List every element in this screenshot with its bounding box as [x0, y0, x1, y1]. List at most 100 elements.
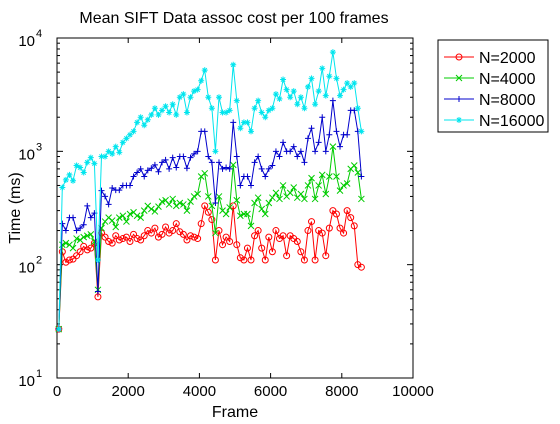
series-layer — [55, 49, 365, 333]
data-point-n-2000 — [130, 230, 138, 238]
data-point-n-2000 — [336, 224, 344, 232]
x-tick-label: 8000 — [325, 383, 358, 400]
data-point-n-2000 — [197, 220, 205, 228]
data-point-n-16000 — [322, 92, 329, 99]
data-point-n-8000 — [159, 159, 166, 166]
data-point-n-2000 — [357, 263, 365, 271]
series-line-n-8000 — [58, 100, 362, 330]
data-point-n-8000 — [208, 159, 215, 166]
data-point-n-16000 — [130, 128, 137, 135]
data-point-n-2000 — [137, 236, 145, 244]
data-point-n-16000 — [287, 94, 294, 101]
data-point-n-16000 — [233, 97, 240, 104]
data-point-n-4000 — [204, 193, 212, 200]
data-point-n-2000 — [190, 233, 198, 241]
data-point-n-8000 — [226, 165, 233, 172]
data-point-n-16000 — [337, 92, 344, 99]
data-point-n-2000 — [62, 258, 70, 266]
data-point-n-8000 — [151, 161, 158, 168]
data-point-n-8000 — [333, 128, 340, 135]
data-point-n-16000 — [308, 75, 315, 82]
data-point-n-8000 — [223, 164, 230, 171]
data-point-n-2000 — [187, 232, 194, 240]
data-point-n-2000 — [265, 233, 273, 241]
data-point-n-16000 — [301, 105, 308, 112]
data-point-n-8000 — [344, 131, 351, 138]
data-point-n-16000 — [119, 139, 126, 146]
data-point-n-16000 — [315, 88, 322, 95]
data-point-n-4000 — [155, 203, 162, 211]
data-point-n-16000 — [105, 148, 112, 155]
data-point-n-16000 — [283, 86, 290, 93]
data-point-n-16000 — [265, 107, 272, 114]
data-point-n-4000 — [183, 207, 191, 214]
data-point-n-2000 — [112, 232, 120, 240]
data-point-n-8000 — [126, 182, 133, 189]
data-point-n-8000 — [358, 173, 365, 180]
data-point-n-4000 — [297, 190, 305, 198]
data-point-n-2000 — [350, 222, 358, 230]
data-point-n-4000 — [176, 199, 184, 207]
data-point-n-2000 — [80, 242, 88, 250]
data-point-n-16000 — [248, 128, 255, 135]
x-axis: 0 2000 4000 6000 8000 10000 — [53, 38, 434, 400]
data-point-n-2000 — [308, 218, 316, 226]
data-point-n-8000 — [169, 154, 176, 161]
data-point-n-2000 — [340, 229, 348, 237]
data-point-n-8000 — [258, 165, 265, 172]
data-point-n-16000 — [59, 184, 66, 191]
data-point-n-16000 — [94, 256, 101, 263]
data-point-n-8000 — [265, 165, 272, 172]
data-point-n-4000 — [123, 218, 130, 225]
data-point-n-4000 — [318, 171, 326, 179]
data-point-n-2000 — [272, 227, 280, 235]
data-point-n-8000 — [251, 159, 258, 166]
data-point-n-2000 — [140, 232, 148, 240]
data-point-n-4000 — [208, 202, 216, 210]
data-point-n-2000 — [251, 232, 259, 240]
data-point-n-8000 — [248, 182, 255, 189]
data-point-n-8000 — [183, 165, 190, 172]
data-point-n-16000 — [290, 88, 297, 95]
data-point-n-16000 — [226, 107, 233, 114]
data-point-n-4000 — [151, 208, 159, 215]
data-point-n-16000 — [123, 135, 130, 142]
data-point-n-2000 — [133, 235, 141, 243]
data-point-n-8000 — [304, 135, 311, 142]
data-point-n-4000 — [258, 205, 266, 213]
data-point-n-8000 — [59, 220, 66, 227]
data-point-n-16000 — [70, 177, 77, 184]
data-point-n-4000 — [133, 212, 141, 220]
data-point-n-2000 — [293, 238, 301, 246]
data-point-n-4000 — [265, 199, 273, 207]
data-point-n-16000 — [344, 80, 351, 87]
data-point-n-2000 — [258, 244, 266, 252]
data-point-n-8000 — [215, 159, 222, 166]
data-point-n-4000 — [147, 205, 155, 213]
data-point-n-4000 — [236, 212, 244, 220]
data-point-n-16000 — [134, 119, 141, 126]
data-point-n-4000 — [158, 198, 166, 205]
data-point-n-8000 — [301, 159, 308, 166]
legend-label-n-8000: N=8000 — [479, 92, 536, 109]
data-point-n-16000 — [126, 131, 133, 138]
data-point-n-2000 — [126, 238, 134, 246]
data-point-n-4000 — [112, 223, 120, 231]
data-point-n-8000 — [297, 148, 304, 155]
data-point-n-16000 — [297, 94, 304, 101]
data-point-n-16000 — [258, 109, 265, 116]
data-point-n-8000 — [102, 193, 109, 200]
data-point-n-16000 — [272, 91, 279, 98]
data-point-n-16000 — [240, 119, 247, 126]
series-n-4000 — [55, 143, 365, 333]
data-point-n-16000 — [280, 76, 287, 83]
data-point-n-16000 — [237, 125, 244, 132]
data-point-n-8000 — [94, 288, 101, 295]
data-point-n-8000 — [173, 164, 180, 171]
data-point-n-4000 — [73, 235, 80, 242]
data-point-n-4000 — [301, 195, 308, 203]
data-point-n-4000 — [180, 201, 187, 208]
data-point-n-4000 — [80, 233, 88, 241]
data-point-n-2000 — [183, 236, 191, 244]
